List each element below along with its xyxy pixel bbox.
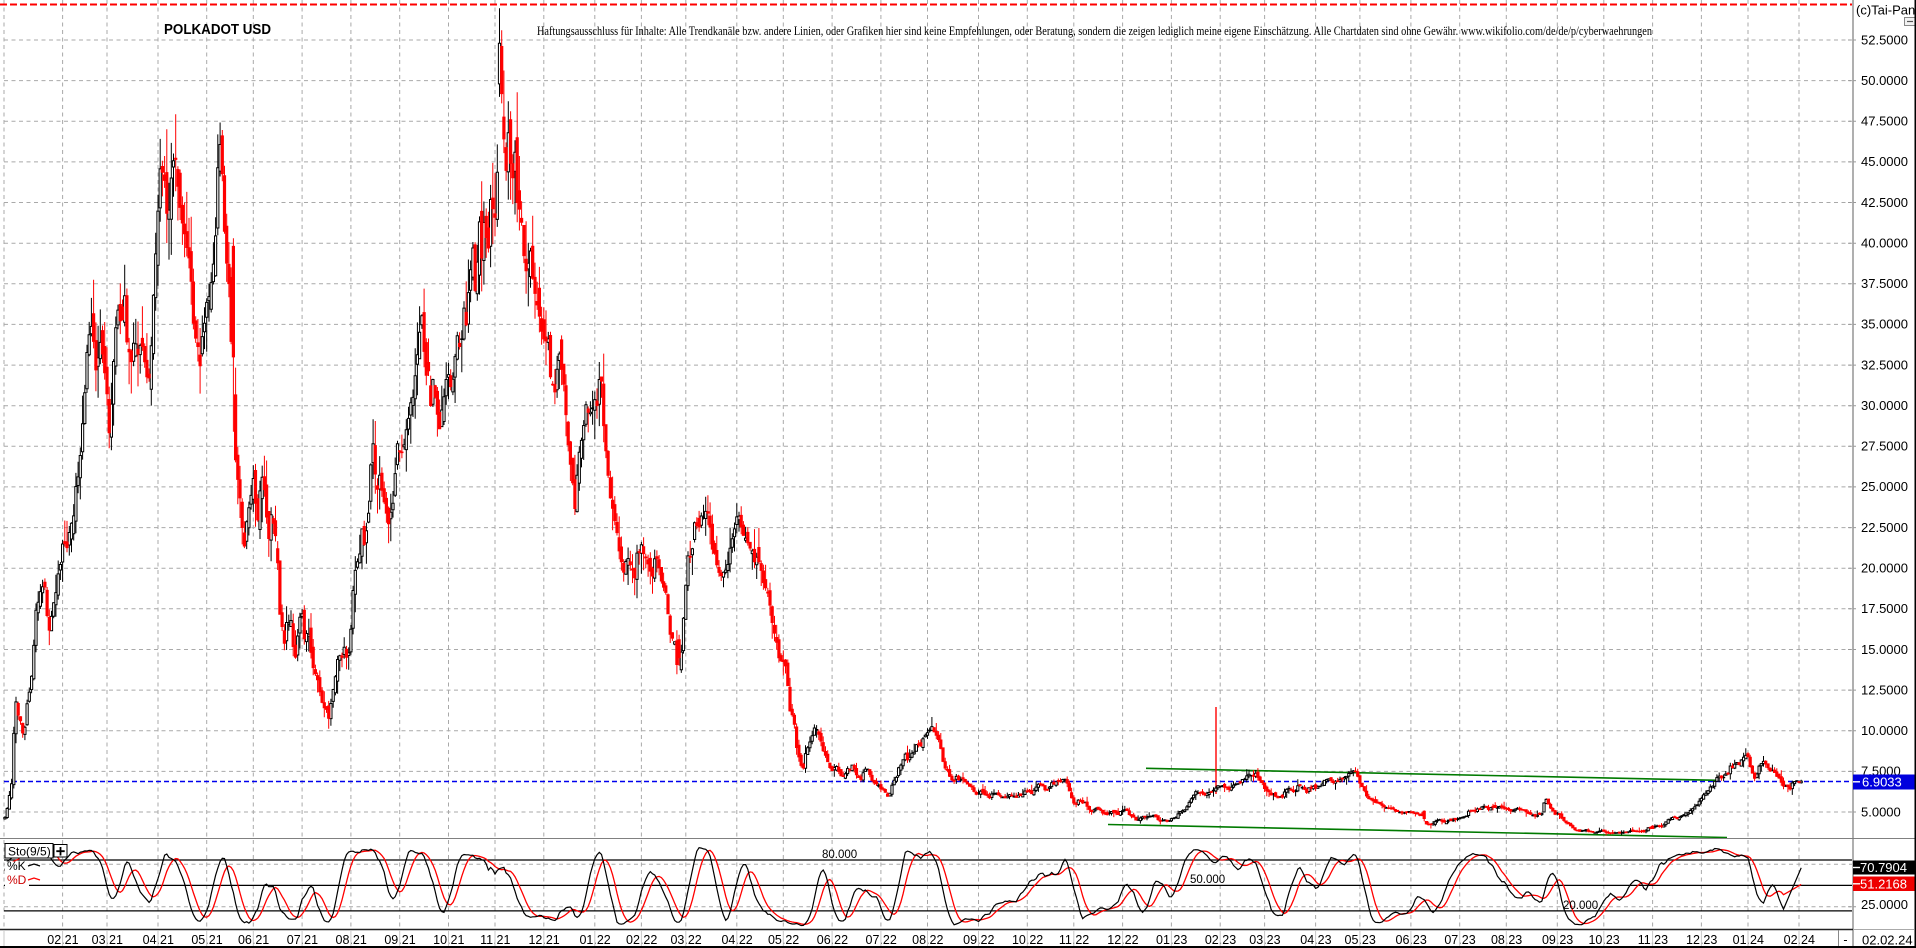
svg-text:52.5000: 52.5000 [1861,32,1908,47]
svg-text:12.5000: 12.5000 [1861,682,1908,697]
svg-text:20.0000: 20.0000 [1861,561,1908,576]
svg-text:%K: %K [7,859,26,873]
svg-text:27.5000: 27.5000 [1861,439,1908,454]
svg-text:50.0000: 50.0000 [1861,73,1908,88]
svg-text:5.0000: 5.0000 [1861,804,1901,819]
svg-text:10.0000: 10.0000 [1861,723,1908,738]
svg-text:POLKADOT USD: POLKADOT USD [164,22,271,38]
svg-text:Haftungsausschluss für Inhalte: Haftungsausschluss für Inhalte: Alle Tre… [537,23,1652,38]
svg-text:32.5000: 32.5000 [1861,357,1908,372]
svg-text:37.5000: 37.5000 [1861,276,1908,291]
svg-text:40.0000: 40.0000 [1861,236,1908,251]
svg-text:Sto(9/5): Sto(9/5) [8,845,51,859]
svg-text:70.7904: 70.7904 [1860,860,1907,875]
svg-text:42.5000: 42.5000 [1861,195,1908,210]
svg-text:22.5000: 22.5000 [1861,520,1908,535]
svg-text:47.5000: 47.5000 [1861,114,1908,129]
svg-text:51.2168: 51.2168 [1860,876,1907,891]
svg-text:20.000: 20.000 [1563,900,1598,912]
svg-text:02.02.24: 02.02.24 [1862,933,1913,948]
svg-text:15.0000: 15.0000 [1861,642,1908,657]
svg-text:%D: %D [7,873,27,887]
svg-text:35.0000: 35.0000 [1861,317,1908,332]
svg-text:50.000: 50.000 [1190,874,1225,886]
svg-text:45.0000: 45.0000 [1861,154,1908,169]
svg-text:-: - [1843,933,1847,947]
svg-text:80.000: 80.000 [822,849,857,861]
svg-text:25.0000: 25.0000 [1861,479,1908,494]
svg-text:30.0000: 30.0000 [1861,398,1908,413]
svg-text:25.0000: 25.0000 [1861,897,1908,912]
svg-text:(c)Tai-Pan: (c)Tai-Pan [1856,3,1915,18]
svg-text:6.9033: 6.9033 [1862,774,1902,789]
svg-text:17.5000: 17.5000 [1861,601,1908,616]
